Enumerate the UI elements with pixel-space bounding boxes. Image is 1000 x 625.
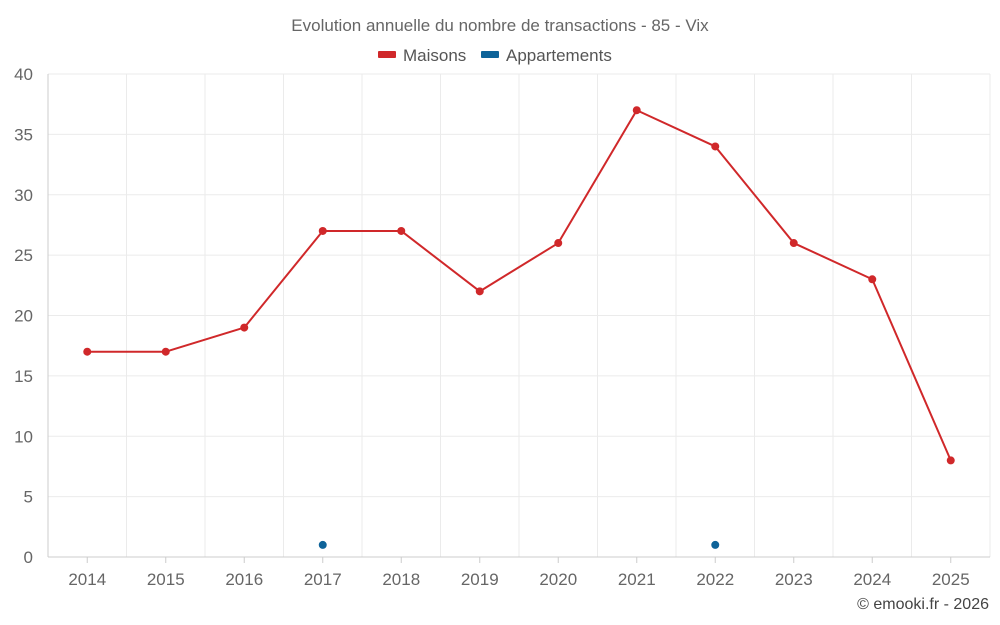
legend-swatch-appartements xyxy=(481,51,499,58)
data-point-maisons-2022[interactable] xyxy=(711,142,720,151)
x-tick-label: 2025 xyxy=(932,570,970,589)
data-point-maisons-2023[interactable] xyxy=(789,239,798,248)
data-point-maisons-2014[interactable] xyxy=(83,347,92,356)
y-tick-label: 30 xyxy=(14,186,33,205)
data-point-maisons-2016[interactable] xyxy=(240,323,249,332)
x-tick-label: 2022 xyxy=(696,570,734,589)
x-tick-label: 2018 xyxy=(382,570,420,589)
data-point-appartements-2022[interactable] xyxy=(711,540,720,549)
x-tick-label: 2017 xyxy=(304,570,342,589)
grid xyxy=(47,73,991,557)
data-point-maisons-2015[interactable] xyxy=(161,347,170,356)
x-tick-label: 2023 xyxy=(775,570,813,589)
y-tick-label: 25 xyxy=(14,246,33,265)
legend-label-maisons[interactable]: Maisons xyxy=(403,46,466,65)
legend-label-appartements[interactable]: Appartements xyxy=(506,46,612,65)
series xyxy=(83,106,955,549)
x-tick-label: 2016 xyxy=(225,570,263,589)
y-tick-label: 20 xyxy=(14,307,33,326)
y-tick-label: 0 xyxy=(24,548,33,567)
x-tick-label: 2019 xyxy=(461,570,499,589)
y-tick-label: 15 xyxy=(14,367,33,386)
data-point-appartements-2017[interactable] xyxy=(318,540,327,549)
y-tick-label: 40 xyxy=(14,65,33,84)
series-line-maisons xyxy=(87,109,952,461)
data-point-maisons-2019[interactable] xyxy=(475,287,484,296)
data-point-maisons-2021[interactable] xyxy=(632,106,641,115)
x-tick-label: 2021 xyxy=(618,570,656,589)
credit: © emooki.fr - 2026 xyxy=(857,596,989,613)
data-point-maisons-2017[interactable] xyxy=(318,226,327,235)
data-point-maisons-2018[interactable] xyxy=(397,226,406,235)
legend[interactable]: Maisons Appartements xyxy=(378,46,612,65)
y-tick-label: 10 xyxy=(14,427,33,446)
chart-title: Evolution annuelle du nombre de transact… xyxy=(291,16,709,35)
data-point-maisons-2020[interactable] xyxy=(554,239,563,248)
x-tick-label: 2015 xyxy=(147,570,185,589)
x-tick-label: 2014 xyxy=(68,570,106,589)
legend-swatch-maisons xyxy=(378,51,396,58)
x-tick-label: 2024 xyxy=(853,570,891,589)
data-point-maisons-2025[interactable] xyxy=(946,456,955,465)
y-tick-label: 5 xyxy=(24,488,33,507)
y-tick-label: 35 xyxy=(14,125,33,144)
data-point-maisons-2024[interactable] xyxy=(868,275,877,284)
x-tick-label: 2020 xyxy=(539,570,577,589)
